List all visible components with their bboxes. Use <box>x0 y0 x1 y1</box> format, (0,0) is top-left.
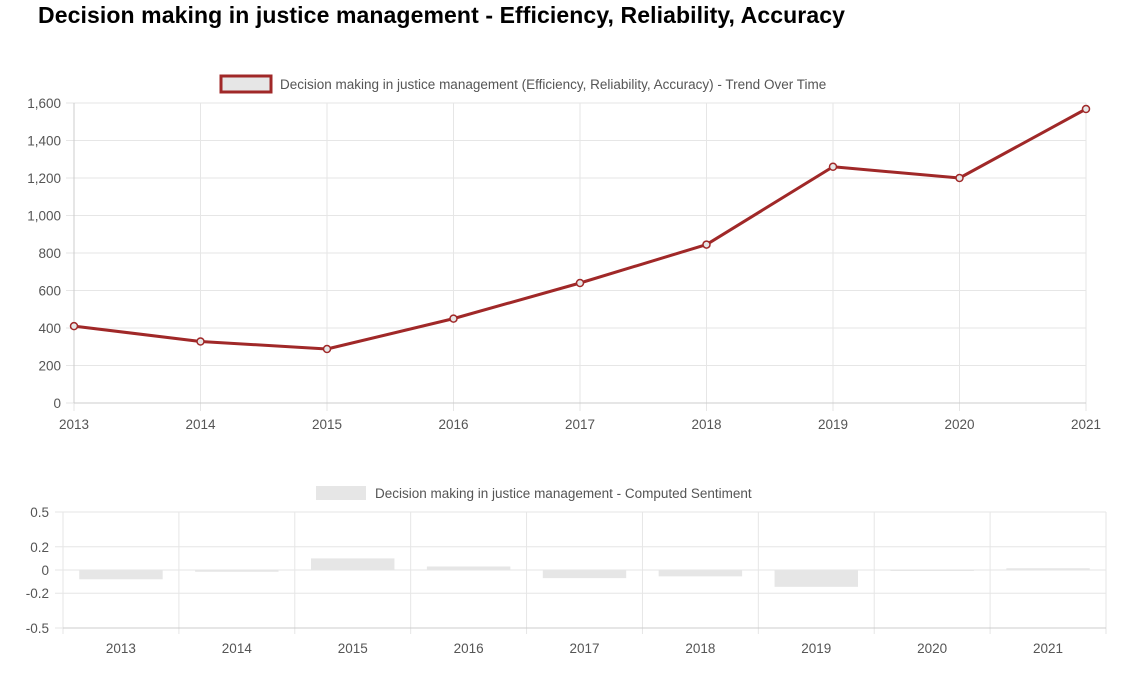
x-tick-label: 2016 <box>438 417 468 432</box>
bar-legend-label[interactable]: Decision making in justice management - … <box>375 486 752 501</box>
sentiment-bar-chart: Decision making in justice management - … <box>26 486 1107 656</box>
x-tick-label: 2013 <box>106 641 136 656</box>
line-series <box>69 104 1091 354</box>
x-tick-label: 2013 <box>59 417 89 432</box>
sentiment-bar <box>426 566 511 570</box>
data-point <box>828 162 838 171</box>
x-tick-label: 2020 <box>917 641 947 656</box>
data-point <box>575 278 585 288</box>
x-tick-label: 2019 <box>801 641 831 656</box>
bar-chart-axes: 0.5 0.2 0 -0.2 -0.5 2013 2014 2015 2016 2017 2018 2… <box>26 505 1106 656</box>
y-tick-label: 200 <box>38 359 61 374</box>
x-tick-label: 2014 <box>222 641 253 656</box>
y-tick-label: 1,600 <box>27 96 61 111</box>
y-tick-label: -0.5 <box>26 621 49 636</box>
sentiment-bar <box>311 558 395 570</box>
y-tick-label: 1,000 <box>27 209 61 224</box>
sentiment-bar <box>658 570 743 577</box>
x-tick-label: 2015 <box>338 641 368 656</box>
line-legend-swatch[interactable] <box>219 74 273 94</box>
y-tick-label: 600 <box>38 284 61 299</box>
data-point <box>322 344 332 354</box>
sentiment-bar <box>79 570 163 580</box>
x-tick-label: 2021 <box>1033 641 1063 656</box>
y-tick-label: 0.2 <box>30 540 49 555</box>
bar-series <box>79 558 1090 587</box>
data-point <box>69 321 79 331</box>
sentiment-bar <box>1006 568 1090 570</box>
sentiment-bar <box>542 570 627 579</box>
sentiment-bar <box>195 570 279 572</box>
y-tick-label: 800 <box>38 246 61 261</box>
y-tick-label: 0 <box>41 563 49 578</box>
data-point <box>955 173 964 183</box>
line-chart-axes: 0 200 400 600 800 1,000 1,200 1,400 1,600 2013 201… <box>27 96 1101 432</box>
x-tick-label: 2020 <box>944 417 974 432</box>
x-tick-label: 2016 <box>454 641 484 656</box>
y-tick-label: 1,400 <box>27 134 61 149</box>
y-tick-label: 0 <box>53 396 61 411</box>
page-title: Decision making in justice management - … <box>38 2 846 28</box>
x-tick-label: 2014 <box>185 417 216 432</box>
data-point <box>702 240 711 249</box>
trend-line-chart: Decision making in justice management (E… <box>27 74 1101 432</box>
x-tick-label: 2015 <box>312 417 342 432</box>
x-tick-label: 2021 <box>1071 417 1101 432</box>
x-tick-label: 2019 <box>818 417 848 432</box>
y-tick-label: 400 <box>38 321 61 336</box>
bar-legend-swatch[interactable] <box>316 486 366 500</box>
x-tick-label: 2018 <box>691 417 721 432</box>
y-tick-label: 0.5 <box>30 505 49 520</box>
data-point <box>196 337 205 346</box>
data-point <box>1081 104 1091 114</box>
x-tick-label: 2017 <box>565 417 595 432</box>
x-tick-label: 2018 <box>685 641 715 656</box>
x-tick-label: 2017 <box>569 641 599 656</box>
sentiment-bar <box>774 570 858 587</box>
data-point <box>449 314 458 323</box>
sentiment-bar <box>890 570 974 571</box>
y-tick-label: -0.2 <box>26 586 49 601</box>
line-legend-label[interactable]: Decision making in justice management (E… <box>280 77 826 92</box>
y-tick-label: 1,200 <box>27 171 61 186</box>
line-chart-grid <box>66 102 1087 411</box>
